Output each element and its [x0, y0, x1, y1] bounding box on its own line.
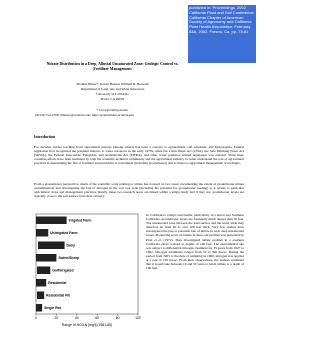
affiliation: Department of Land, Air, and Water Resou… — [80, 87, 145, 91]
category-label: Residential — [48, 281, 66, 285]
category-label: Golf/Irrigated — [52, 268, 73, 272]
x-tick-label: 40 — [75, 316, 79, 320]
figure-frame — [35, 213, 139, 315]
figure: Range of NO3-N [mg/l] (1981-85) 0 20 40 60 8… — [35, 213, 141, 327]
range-bar — [36, 304, 43, 312]
x-tick-label: 60 — [95, 316, 99, 320]
corresponding-note: * corresponding author — [96, 108, 129, 112]
section-heading: Introduction — [34, 135, 56, 139]
publication-note: published in: Proceedings, 2002 Californ… — [188, 5, 256, 63]
page: published in: Proceedings, 2002 Californ… — [34, 5, 256, 327]
category-label: Irrigated Farm — [69, 218, 92, 222]
range-bar — [38, 241, 65, 249]
x-axis-label: Range of NO3-N [mg/l] (1981-85) — [62, 323, 112, 327]
title: Nitrate Distribution in a Deep, Alluvial… — [46, 62, 179, 71]
range-bar — [36, 216, 67, 224]
category-label: Unirrigated Farm — [50, 231, 77, 235]
authors: Thomas Harter*, Katrin Heeren, William R… — [76, 82, 149, 86]
paragraph: In California's valleys and basins, part… — [146, 213, 244, 271]
affiliation: Davis, CA 95616 — [100, 97, 125, 101]
paragraph: For decades, nitrate leaching from agric… — [34, 145, 244, 166]
category-label: Residential Fill — [46, 293, 70, 297]
range-bar — [36, 229, 49, 237]
affiliation: University of California — [96, 92, 129, 96]
x-tick-label: 0 — [35, 316, 37, 320]
range-bar — [36, 254, 57, 262]
range-bar — [36, 279, 47, 287]
x-tick-label: 100 — [135, 316, 141, 320]
paragraph: From a groundwater perspective, much of … — [34, 182, 244, 199]
category-label: Dairy — [67, 243, 76, 247]
x-tick-label: 80 — [116, 316, 120, 320]
range-bar — [37, 266, 51, 274]
range-bar — [37, 291, 45, 299]
contact[interactable]: ph:530-752-2709; thharter@ucdavis.edu; h… — [35, 113, 134, 117]
category-label: Single Res — [44, 306, 61, 310]
category-label: Swine/Sheep — [58, 256, 79, 260]
x-tick-label: 20 — [55, 316, 59, 320]
